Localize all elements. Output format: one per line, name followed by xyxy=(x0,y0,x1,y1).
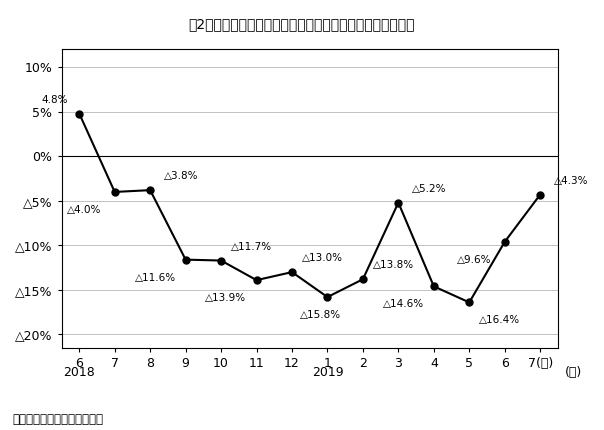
Text: 図2　中国の自動車販売台数の伸び率（前年同月比、単月）: 図2 中国の自動車販売台数の伸び率（前年同月比、単月） xyxy=(188,17,416,31)
Text: (年): (年) xyxy=(565,366,582,379)
Text: 2018: 2018 xyxy=(63,366,95,379)
Text: △5.2%: △5.2% xyxy=(412,184,446,194)
Text: 4.8%: 4.8% xyxy=(41,95,68,104)
Text: △11.6%: △11.6% xyxy=(135,273,176,283)
Text: △13.8%: △13.8% xyxy=(373,260,414,270)
Text: △11.7%: △11.7% xyxy=(231,242,272,252)
Text: △14.6%: △14.6% xyxy=(383,299,424,310)
Text: △4.3%: △4.3% xyxy=(553,176,588,186)
Text: （出所）中国自動車工業協会: （出所）中国自動車工業協会 xyxy=(12,413,103,426)
Text: △16.4%: △16.4% xyxy=(479,316,521,326)
Text: 2019: 2019 xyxy=(312,366,343,379)
Text: △3.8%: △3.8% xyxy=(164,171,198,181)
Text: △4.0%: △4.0% xyxy=(67,205,101,215)
Text: △13.0%: △13.0% xyxy=(302,253,343,263)
Text: △13.9%: △13.9% xyxy=(205,293,246,303)
Text: △15.8%: △15.8% xyxy=(300,310,341,320)
Text: △9.6%: △9.6% xyxy=(457,255,492,265)
